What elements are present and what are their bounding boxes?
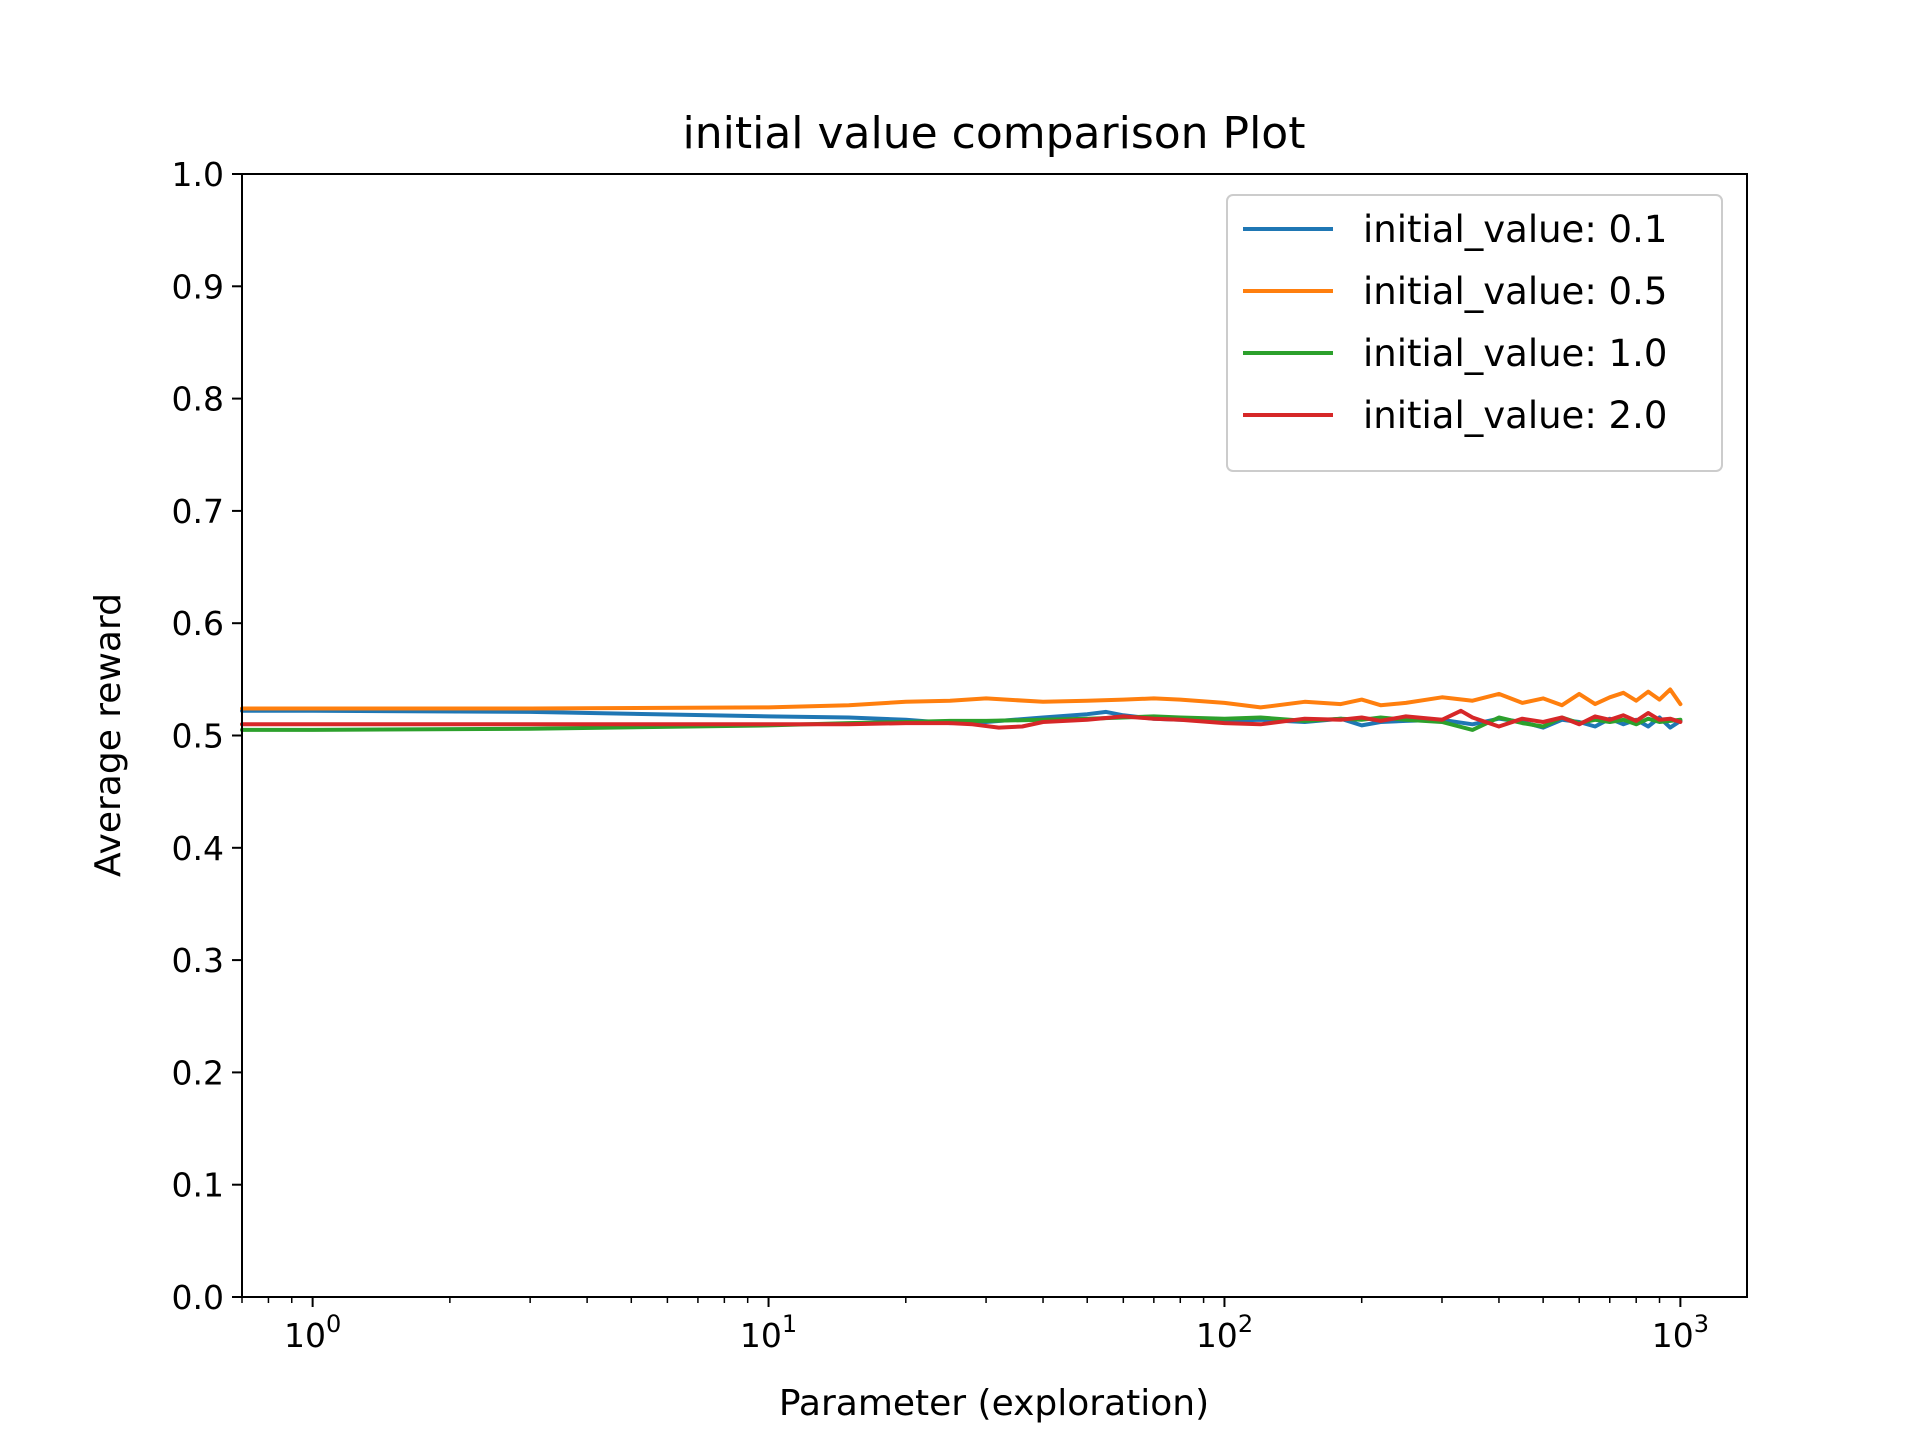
y-tick-label: 0.5 — [172, 717, 224, 756]
y-tick-label: 0.8 — [172, 380, 224, 419]
legend-label-3: initial_value: 2.0 — [1363, 394, 1667, 437]
x-tick-label: 100 — [284, 1310, 341, 1355]
x-tick-label: 103 — [1652, 1310, 1709, 1355]
legend-box — [1226, 194, 1723, 472]
series-layer — [240, 687, 1683, 732]
legend-label-1: initial_value: 0.5 — [1363, 270, 1667, 313]
y-tick-label: 0.1 — [172, 1166, 224, 1205]
y-tick-label: 0.6 — [172, 604, 224, 643]
legend: initial_value: 0.1 initial_value: 0.5 init… — [1226, 194, 1723, 472]
y-tick-label: 1.0 — [172, 155, 224, 194]
y-axis: 0.0 0.1 0.2 0.3 0.4 0.5 0.6 0.7 0.8 0.9 1.0 — [172, 155, 242, 1317]
chart-title: initial value comparison Plot — [683, 108, 1306, 159]
x-axis: 100 101 102 103 — [241, 1297, 1709, 1355]
legend-label-2: initial_value: 1.0 — [1363, 332, 1667, 375]
y-tick-label: 0.0 — [172, 1278, 224, 1317]
y-tick-label: 0.7 — [172, 492, 224, 531]
y-tick-label: 0.9 — [172, 267, 224, 306]
y-tick-label: 0.3 — [172, 941, 224, 980]
y-tick-label: 0.4 — [172, 829, 224, 868]
series-line-3 — [240, 708, 1683, 730]
x-tick-label: 101 — [740, 1310, 797, 1355]
x-tick-label: 102 — [1196, 1310, 1253, 1355]
series-line-1 — [240, 687, 1683, 711]
y-axis-label: Average reward — [88, 593, 129, 877]
legend-label-0: initial_value: 0.1 — [1363, 208, 1667, 251]
x-axis-label: Parameter (exploration) — [779, 1383, 1209, 1424]
y-tick-label: 0.2 — [172, 1053, 224, 1092]
